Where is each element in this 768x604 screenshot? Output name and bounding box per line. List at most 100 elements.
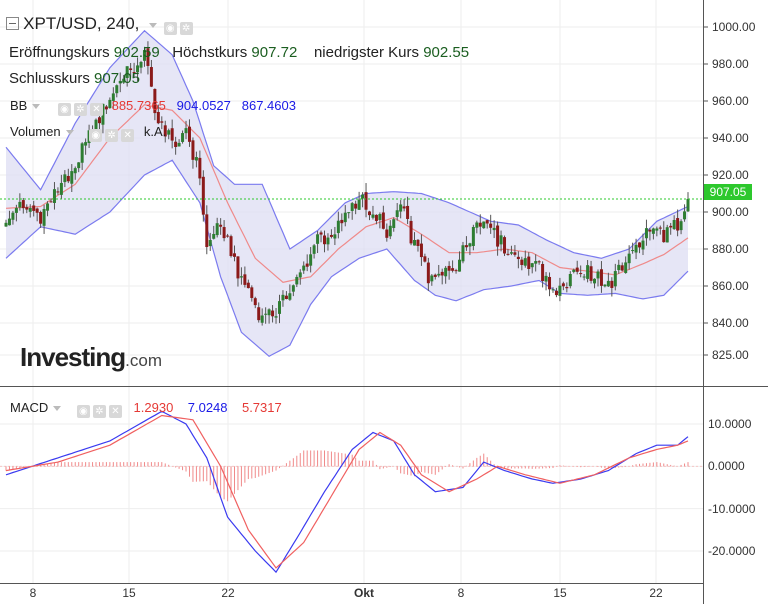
chevron-down-icon[interactable] — [32, 104, 41, 110]
candle-body — [665, 227, 669, 243]
candle-body — [413, 239, 417, 246]
candle-body — [302, 265, 306, 271]
candle-body — [253, 298, 257, 306]
candle-body — [198, 157, 202, 179]
candle-body — [326, 237, 330, 245]
close-icon[interactable]: ✕ — [121, 129, 135, 142]
candle-body — [267, 309, 271, 316]
candle-body — [42, 208, 46, 226]
bb-middle-value: 885.7365 — [111, 98, 166, 113]
eye-icon[interactable]: ◉ — [76, 405, 90, 418]
candle-body — [454, 270, 458, 272]
candle-body — [461, 245, 465, 262]
candle-body — [118, 80, 122, 84]
price-tick-label: 825.00 — [712, 348, 749, 362]
candle-body — [644, 228, 648, 239]
chevron-down-icon[interactable] — [148, 22, 157, 28]
candle-body — [153, 88, 157, 114]
candle-body — [281, 294, 285, 301]
high-label: Höchstkurs — [172, 44, 248, 61]
volume-legend: Volumen ◉ ✲ ✕ k.A. — [10, 124, 166, 142]
candle-body — [447, 265, 451, 271]
candle-body — [444, 267, 448, 277]
close-icon[interactable]: ✕ — [89, 103, 103, 116]
candle-body — [451, 268, 455, 271]
candle-body — [184, 128, 188, 134]
ohlc-row-2: Schlusskurs 907.05 — [9, 70, 140, 87]
macd-signal-value: 5.7317 — [241, 400, 282, 415]
volume-value: k.A. — [143, 124, 167, 139]
close-icon[interactable]: ✕ — [108, 405, 122, 418]
candle-body — [655, 228, 659, 231]
ohlc-row-1: Eröffnungskurs 902.59 Höchstkurs 907.72 … — [9, 44, 469, 61]
candle-body — [70, 171, 74, 184]
eye-icon[interactable]: ◉ — [163, 22, 177, 35]
price-tick-label: 960.00 — [712, 94, 749, 108]
candle-body — [492, 227, 496, 231]
candle-body — [551, 289, 555, 291]
candle-body — [305, 263, 309, 267]
candle-body — [295, 276, 299, 285]
price-tick-label: 980.00 — [712, 57, 749, 71]
candle-body — [35, 208, 39, 213]
close-value: 907.05 — [94, 70, 140, 87]
candle-body — [520, 259, 524, 265]
candle-body — [572, 269, 576, 272]
candle-body — [136, 65, 140, 73]
candle-body — [482, 221, 486, 229]
candle-body — [503, 237, 507, 254]
price-tick-label: 840.00 — [712, 316, 749, 330]
collapse-icon[interactable] — [6, 17, 19, 30]
candle-body — [565, 287, 569, 289]
low-label: niedrigster Kurs — [313, 44, 420, 61]
candle-body — [309, 254, 313, 266]
candle-body — [333, 234, 337, 239]
gear-icon[interactable]: ✲ — [73, 103, 87, 116]
candle-body — [288, 293, 292, 300]
candle-body — [385, 229, 389, 238]
candle-body — [679, 221, 683, 231]
logo-suffix: .com — [125, 351, 162, 370]
low-value: 902.55 — [423, 44, 470, 61]
candle-body — [603, 284, 607, 287]
candle-body — [264, 313, 268, 315]
candle-body — [312, 245, 316, 254]
candle-body — [122, 78, 126, 83]
eye-icon[interactable]: ◉ — [89, 129, 103, 142]
candle-body — [683, 211, 687, 220]
candle-body — [94, 119, 98, 137]
candle-body — [132, 72, 136, 74]
candle-body — [399, 204, 403, 212]
candle-body — [201, 176, 205, 215]
bollinger-middle-line — [5, 104, 689, 283]
candle-body — [21, 200, 25, 209]
candle-body — [212, 233, 216, 239]
candle-body — [177, 142, 181, 147]
candle-body — [66, 175, 70, 182]
gear-icon[interactable]: ✲ — [179, 22, 193, 35]
macd-tick-label: 0.0000 — [708, 459, 745, 474]
volume-label: Volumen — [10, 124, 61, 139]
candle-body — [11, 212, 15, 220]
candle-body — [662, 229, 666, 243]
candle-body — [651, 228, 655, 234]
candle-body — [236, 256, 240, 279]
chart-legend-title: XPT/USD, 240, ◉ ✲ — [6, 14, 193, 35]
candle-body — [523, 258, 527, 266]
candle-body — [226, 235, 230, 237]
candle-body — [631, 250, 635, 252]
gear-icon[interactable]: ✲ — [105, 129, 119, 142]
eye-icon[interactable]: ◉ — [57, 103, 71, 116]
candle-body — [433, 274, 437, 277]
gear-icon[interactable]: ✲ — [92, 405, 106, 418]
candle-body — [610, 280, 614, 288]
candle-body — [606, 280, 610, 287]
candle-body — [648, 229, 652, 232]
candle-body — [18, 201, 22, 208]
chevron-down-icon[interactable] — [53, 406, 62, 412]
candle-body — [229, 236, 233, 257]
candle-body — [357, 199, 361, 210]
time-tick-label: 8 — [457, 586, 465, 600]
chevron-down-icon[interactable] — [65, 130, 74, 136]
